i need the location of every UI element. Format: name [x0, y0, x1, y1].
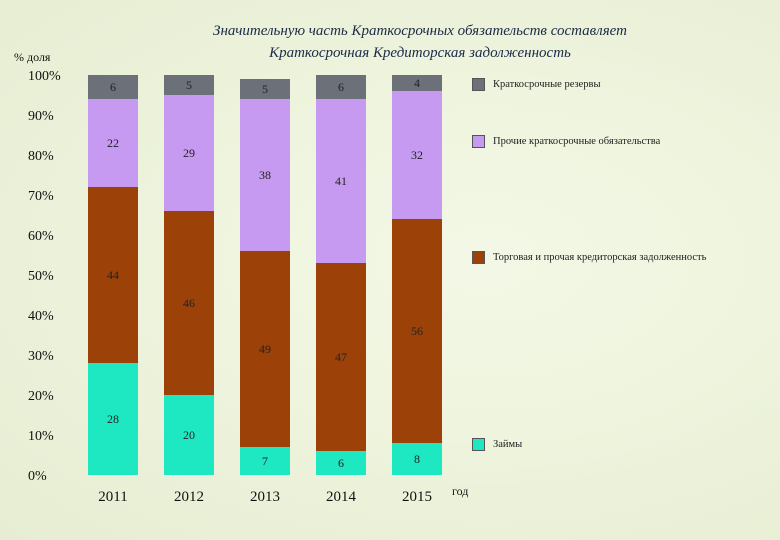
y-axis-label: % доля: [14, 50, 51, 64]
data-label-other-liabilities-2012: 29: [183, 146, 195, 160]
x-tick-label-2011: 2011: [98, 489, 127, 505]
bar-trade-payables-2011: [88, 187, 138, 363]
chart-title-line-2: Краткосрочная Кредиторская задолженность: [269, 45, 571, 61]
legend-item-loans: Займы: [472, 438, 522, 451]
data-label-other-liabilities-2014: 41: [335, 174, 347, 188]
bar-other-liabilities-2013: [240, 99, 290, 251]
x-tick-label-2012: 2012: [174, 489, 204, 505]
bar-reserves-2013: [240, 79, 290, 99]
x-tick-label-2013: 2013: [250, 489, 280, 505]
data-label-trade-payables-2015: 56: [411, 324, 423, 338]
bar-loans-2012: [164, 395, 214, 475]
data-label-reserves-2015: 4: [414, 76, 420, 90]
bar-other-liabilities-2014: [316, 99, 366, 263]
legend-label-trade-payables: Торговая и прочая кредиторская задолженн…: [493, 252, 707, 263]
data-label-trade-payables-2011: 44: [107, 268, 119, 282]
bar-other-liabilities-2012: [164, 95, 214, 211]
y-tick-label-6: 60%: [28, 229, 54, 244]
data-label-reserves-2012: 5: [186, 78, 192, 92]
y-tick-label-2: 20%: [28, 389, 54, 404]
data-label-loans-2015: 8: [414, 452, 420, 466]
legend-item-other-liabilities: Прочие краткосрочные обязательства: [472, 135, 660, 148]
x-axis-label: год: [452, 484, 469, 498]
data-label-other-liabilities-2013: 38: [259, 168, 271, 182]
legend-swatch-loans: [472, 438, 485, 451]
data-label-loans-2013: 7: [262, 454, 268, 468]
legend-label-other-liabilities: Прочие краткосрочные обязательства: [493, 136, 661, 147]
bar-reserves-2011: [88, 75, 138, 99]
legend-item-trade-payables: Торговая и прочая кредиторская задолженн…: [472, 251, 706, 264]
data-label-trade-payables-2014: 47: [335, 350, 347, 364]
bar-trade-payables-2015: [392, 219, 442, 443]
data-label-trade-payables-2012: 46: [183, 296, 195, 310]
data-label-other-liabilities-2011: 22: [107, 136, 119, 150]
y-tick-label-7: 70%: [28, 189, 54, 204]
y-tick-label-5: 50%: [28, 269, 54, 284]
bar-reserves-2012: [164, 75, 214, 95]
bar-reserves-2014: [316, 75, 366, 99]
legend-label-reserves: Краткосрочные резервы: [493, 79, 601, 90]
legend-label-loans: Займы: [493, 439, 523, 450]
y-tick-label-4: 40%: [28, 309, 54, 324]
y-tick-label-3: 30%: [28, 349, 54, 364]
bar-trade-payables-2013: [240, 251, 290, 447]
x-tick-label-2015: 2015: [402, 489, 432, 505]
chart-title: Значительную часть Краткосрочных обязате…: [160, 20, 680, 64]
bar-trade-payables-2014: [316, 263, 366, 451]
bar-other-liabilities-2011: [88, 99, 138, 187]
data-label-loans-2011: 28: [107, 412, 119, 426]
y-tick-label-9: 90%: [28, 109, 54, 124]
data-label-reserves-2013: 5: [262, 82, 268, 96]
bar-loans-2011: [88, 363, 138, 475]
y-tick-label-0: 0%: [28, 469, 47, 484]
y-tick-label-8: 80%: [28, 149, 54, 164]
x-tick-label-2014: 2014: [326, 489, 357, 505]
data-label-trade-payables-2013: 49: [259, 342, 271, 356]
bar-loans-2014: [316, 451, 366, 475]
data-label-reserves-2014: 6: [338, 80, 344, 94]
bar-loans-2013: [240, 447, 290, 475]
data-label-loans-2012: 20: [183, 428, 195, 442]
legend-swatch-other-liabilities: [472, 135, 485, 148]
bar-other-liabilities-2015: [392, 91, 442, 219]
bar-loans-2015: [392, 443, 442, 475]
data-label-loans-2014: 6: [338, 456, 344, 470]
bar-trade-payables-2012: [164, 211, 214, 395]
legend-swatch-reserves: [472, 78, 485, 91]
y-tick-label-10: 100%: [28, 69, 61, 84]
y-tick-label-1: 10%: [28, 429, 54, 444]
data-label-reserves-2011: 6: [110, 80, 116, 94]
legend-swatch-trade-payables: [472, 251, 485, 264]
legend-item-reserves: Краткосрочные резервы: [472, 78, 601, 91]
bar-reserves-2015: [392, 75, 442, 91]
data-label-other-liabilities-2015: 32: [411, 148, 423, 162]
chart-title-line-1: Значительную часть Краткосрочных обязате…: [213, 23, 627, 39]
